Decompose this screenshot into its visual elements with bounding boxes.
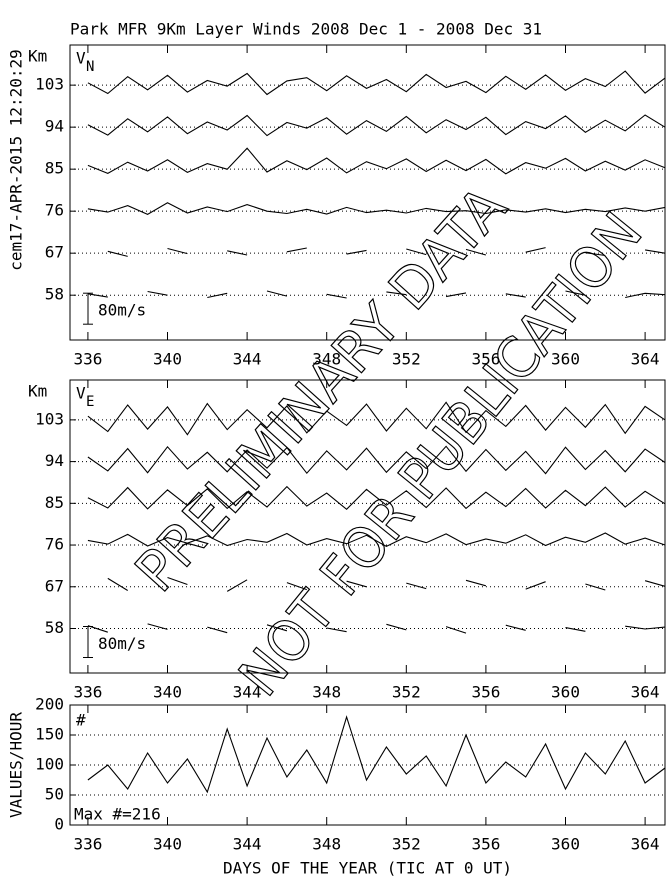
unit-label: Km [28, 47, 47, 66]
x-tick-label: 344 [233, 683, 262, 702]
component-label: V [76, 384, 86, 403]
x-tick-label: 364 [631, 683, 660, 702]
trace [87, 70, 666, 96]
x-tick-label: 356 [471, 683, 500, 702]
max-note: Max #=216 [74, 805, 161, 824]
y-tick-label: 0 [54, 815, 64, 834]
unit-label: Km [28, 382, 47, 401]
component-subscript: E [86, 394, 94, 410]
x-tick-label: 364 [631, 835, 660, 854]
panel-frame [69, 44, 666, 341]
x-tick-label: 356 [471, 835, 500, 854]
component-subscript: N [86, 59, 94, 75]
y-tick-label: 85 [45, 493, 64, 512]
x-tick-label: 340 [153, 350, 182, 369]
trace [87, 715, 666, 794]
y-tick-label: 50 [45, 785, 64, 804]
x-tick-label: 348 [312, 683, 341, 702]
x-tick-label: 340 [153, 683, 182, 702]
x-tick-label: 336 [73, 835, 102, 854]
y-tick-label: 103 [35, 75, 64, 94]
x-axis-label: DAYS OF THE YEAR (TIC AT 0 UT) [223, 859, 512, 877]
trace [87, 147, 666, 175]
component-label: V [76, 49, 86, 68]
x-tick-label: 336 [73, 350, 102, 369]
y-axis-label: VALUES/HOUR [7, 712, 26, 818]
y-tick-label: 100 [35, 755, 64, 774]
y-tick-label: 76 [45, 535, 64, 554]
trace [87, 202, 666, 216]
y-tick-label: 94 [45, 117, 64, 136]
trace [107, 576, 666, 592]
x-tick-label: 360 [551, 683, 580, 702]
y-tick-label: 58 [45, 285, 64, 304]
x-tick-label: 344 [233, 835, 262, 854]
trace [87, 114, 666, 137]
y-tick-label: 200 [35, 695, 64, 714]
count-marker: # [76, 711, 86, 730]
y-tick-label: 67 [45, 243, 64, 262]
x-tick-label: 364 [631, 350, 660, 369]
x-tick-label: 352 [392, 683, 421, 702]
x-tick-label: 348 [312, 835, 341, 854]
x-tick-label: 360 [551, 350, 580, 369]
x-tick-label: 348 [312, 350, 341, 369]
trace [87, 401, 666, 436]
scale-label: 80m/s [98, 634, 146, 653]
x-tick-label: 336 [73, 683, 102, 702]
x-tick-label: 356 [471, 350, 500, 369]
panel-frame [69, 379, 666, 674]
timestamp: cem17-APR-2015 12:20:29 [7, 49, 26, 271]
x-tick-label: 352 [392, 350, 421, 369]
y-tick-label: 58 [45, 618, 64, 637]
x-tick-label: 352 [392, 835, 421, 854]
trace [87, 532, 666, 548]
chart-title: Park MFR 9Km Layer Winds 2008 Dec 1 - 20… [70, 20, 542, 39]
scale-label: 80m/s [98, 301, 146, 320]
x-tick-label: 344 [233, 350, 262, 369]
trace [107, 247, 666, 257]
trace [87, 623, 666, 634]
trace [87, 290, 666, 299]
trace [87, 445, 666, 475]
y-tick-label: 103 [35, 409, 64, 428]
trace [87, 485, 666, 511]
x-tick-label: 360 [551, 835, 580, 854]
y-tick-label: 67 [45, 576, 64, 595]
x-tick-label: 340 [153, 835, 182, 854]
y-tick-label: 94 [45, 451, 64, 470]
y-tick-label: 85 [45, 159, 64, 178]
y-tick-label: 150 [35, 725, 64, 744]
y-tick-label: 76 [45, 201, 64, 220]
